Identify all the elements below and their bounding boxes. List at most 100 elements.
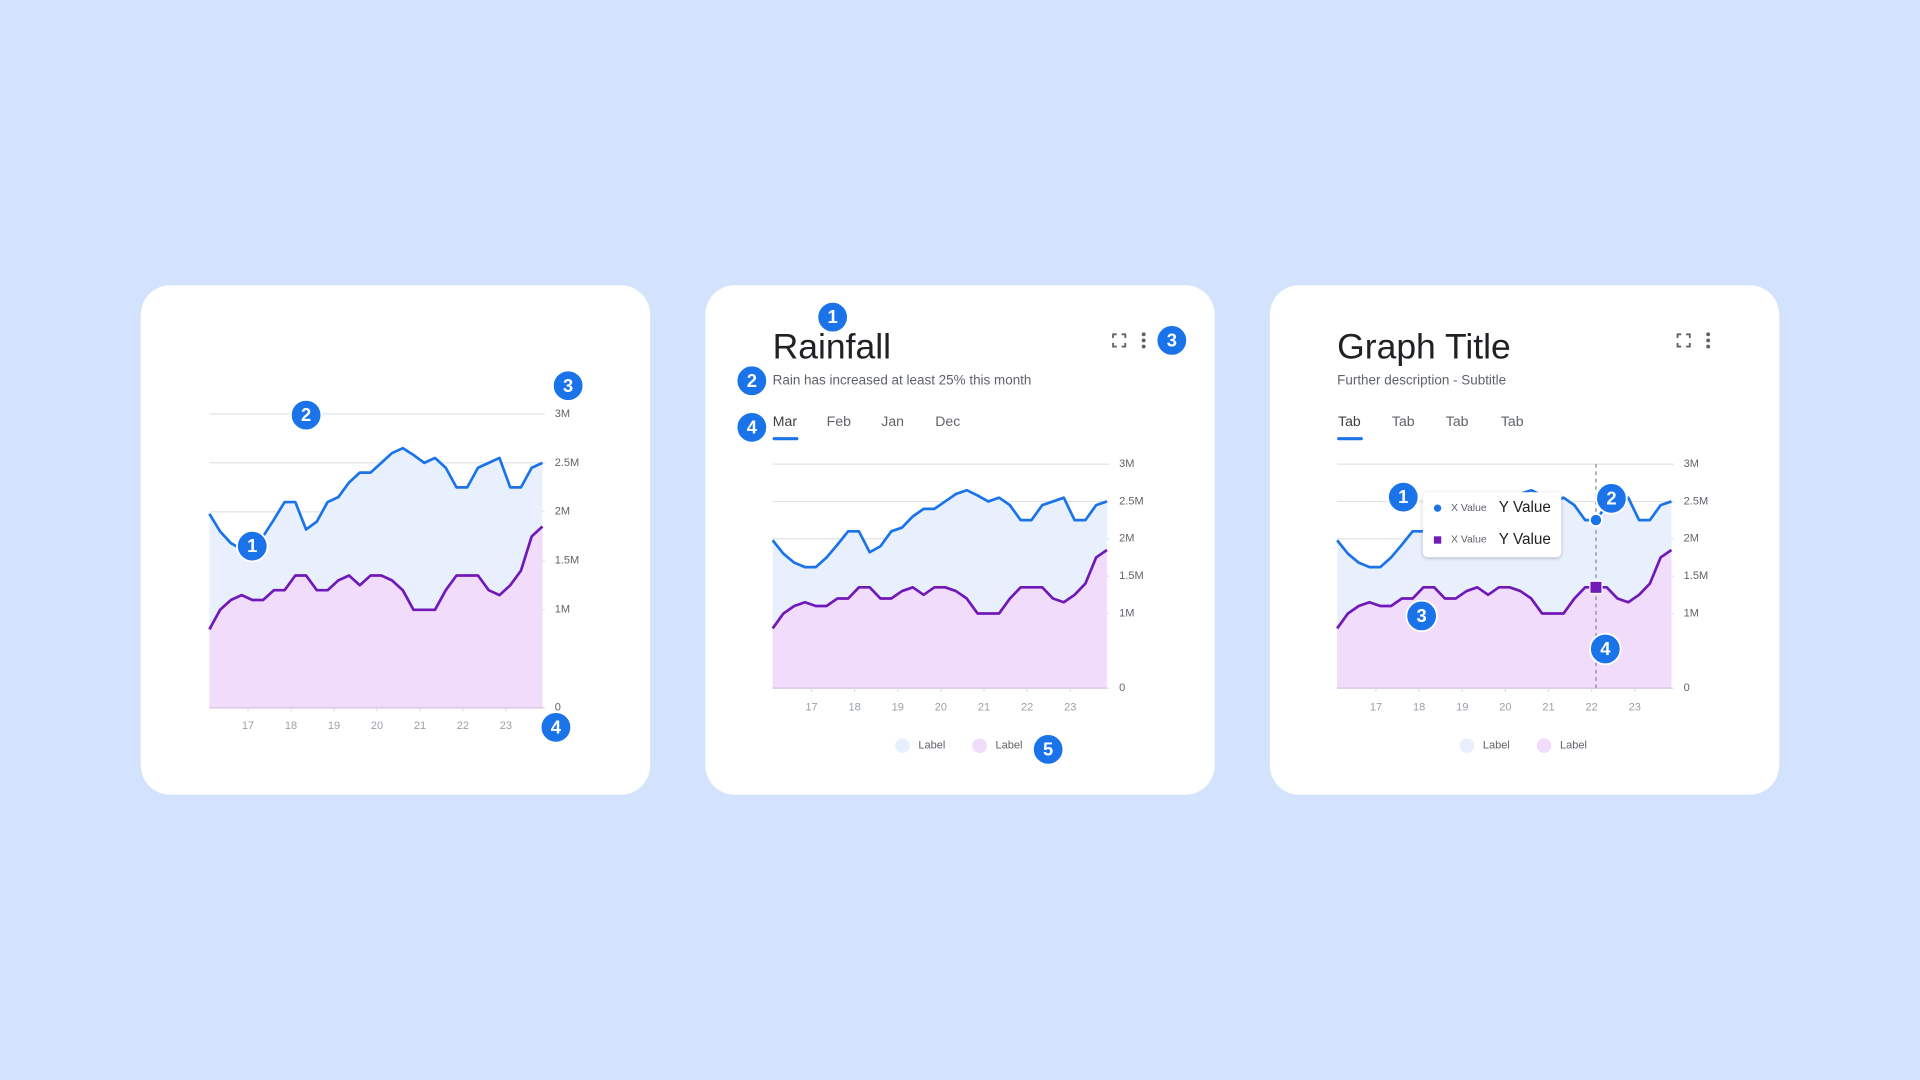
tab[interactable]: Tab: [1446, 413, 1469, 429]
legend-swatch: [1536, 738, 1552, 754]
y-tick-label: 3M: [555, 408, 570, 420]
y-tick-label: 3M: [1684, 458, 1699, 470]
badge-number: 1: [247, 535, 257, 556]
annotation-badge: 3: [1155, 324, 1189, 357]
badge-circle: [735, 411, 769, 444]
badge-circle: [816, 300, 849, 334]
badge-circle: [1387, 480, 1420, 514]
icon-shape: [1676, 333, 1691, 348]
legend-label[interactable]: Label: [996, 740, 1023, 752]
badge-number: 4: [551, 716, 562, 737]
y-tick-label: 1.5M: [555, 555, 580, 567]
y-tick-label: 2M: [555, 506, 570, 518]
hover-marker: [1589, 580, 1603, 595]
y-tick-label: 0: [555, 702, 561, 714]
badge-number: 2: [747, 370, 757, 391]
chart-card: Graph Title Further description - Subtitl…: [1269, 285, 1780, 795]
annotation-badge: 1: [236, 529, 269, 563]
x-tick-label: 18: [1413, 702, 1425, 714]
x-tick-label: 17: [1370, 702, 1382, 714]
x-tick-label: 17: [805, 702, 817, 714]
legend-swatch: [895, 738, 910, 754]
x-tick-label: 23: [1064, 702, 1076, 714]
x-tick-label: 22: [1585, 702, 1597, 714]
annotation-badge: 1: [1387, 480, 1420, 514]
annotation-badge: 2: [1595, 482, 1628, 515]
fullscreen-icon[interactable]: [1112, 333, 1127, 348]
y-tick-label: 3M: [1119, 458, 1134, 470]
badge-number: 1: [828, 306, 838, 327]
badge-number: 5: [1043, 738, 1053, 759]
annotation-badge: 5: [1031, 733, 1065, 766]
badge-number: 4: [747, 416, 758, 437]
x-tick-label: 22: [457, 720, 469, 732]
legend-label[interactable]: Label: [1483, 740, 1510, 752]
tab[interactable]: Jan: [881, 413, 904, 429]
tab[interactable]: Dec: [935, 413, 960, 429]
area-fill: [209, 526, 543, 708]
legend-label[interactable]: Label: [918, 740, 945, 752]
chart-title: Graph Title: [1337, 326, 1511, 366]
y-tick-label: 0: [1684, 682, 1690, 694]
tab[interactable]: Feb: [827, 413, 851, 429]
annotation-badge: 3: [551, 369, 585, 402]
annotation-badge: 2: [289, 398, 323, 432]
y-tick-label: 1M: [1684, 607, 1699, 619]
fullscreen-icon[interactable]: [1676, 333, 1691, 348]
icon-dot: [1706, 344, 1711, 349]
tooltip-x: X Value: [1451, 503, 1487, 514]
area-fill: [1337, 549, 1672, 689]
x-tick-label: 19: [892, 702, 904, 714]
x-tick-label: 20: [935, 702, 947, 714]
y-tick-label: 2M: [1684, 533, 1699, 545]
y-tick-label: 1M: [555, 604, 570, 616]
more-icon[interactable]: [1141, 332, 1146, 349]
tooltip-marker: [1433, 504, 1442, 512]
x-tick-label: 20: [1499, 702, 1511, 714]
annotation-badge: 4: [539, 711, 573, 744]
tooltip-y: Y Value: [1499, 531, 1551, 548]
icon-dot: [1141, 338, 1146, 343]
badge-number: 3: [1417, 605, 1427, 626]
icon-shape: [1112, 333, 1127, 348]
legend-swatch: [1459, 738, 1475, 754]
more-icon[interactable]: [1706, 332, 1711, 349]
tooltip-marker: [1433, 536, 1442, 544]
series-line: [208, 446, 544, 551]
tooltip-box: [1422, 492, 1562, 558]
badge-circle: [289, 398, 323, 432]
y-tick-label: 1M: [1119, 607, 1134, 619]
chart-subtitle: Further description - Subtitle: [1337, 372, 1506, 387]
badge-circle: [1595, 482, 1628, 515]
badge-circle: [1031, 733, 1065, 766]
y-tick-label: 1.5M: [1684, 570, 1709, 582]
annotation-badge: 3: [1405, 599, 1438, 633]
y-tick-label: 2.5M: [1119, 495, 1143, 507]
badge-circle: [236, 529, 269, 563]
badge-circle: [1155, 324, 1189, 357]
series-line: [771, 548, 1108, 630]
tab-indicator: [772, 437, 799, 441]
x-tick-label: 23: [1629, 702, 1641, 714]
tab[interactable]: Mar: [773, 413, 798, 429]
badge-circle: [1589, 632, 1622, 666]
icon-dot: [1141, 332, 1146, 337]
tab[interactable]: Tab: [1338, 413, 1361, 429]
hover-marker: [1588, 513, 1603, 528]
series-line: [1336, 548, 1673, 630]
icon-dot: [1141, 344, 1146, 349]
x-tick-label: 20: [371, 720, 383, 732]
tab[interactable]: Tab: [1392, 413, 1415, 429]
badge-number: 2: [301, 404, 311, 425]
chart-subtitle: Rain has increased at least 25% this mon…: [773, 372, 1032, 387]
legend-label[interactable]: Label: [1560, 740, 1587, 752]
tab[interactable]: Tab: [1501, 413, 1524, 429]
x-tick-label: 21: [414, 720, 426, 732]
tab-indicator: [1337, 437, 1363, 441]
annotation-badge: 1: [816, 300, 849, 334]
x-tick-label: 21: [1542, 702, 1554, 714]
badge-number: 3: [563, 375, 573, 396]
